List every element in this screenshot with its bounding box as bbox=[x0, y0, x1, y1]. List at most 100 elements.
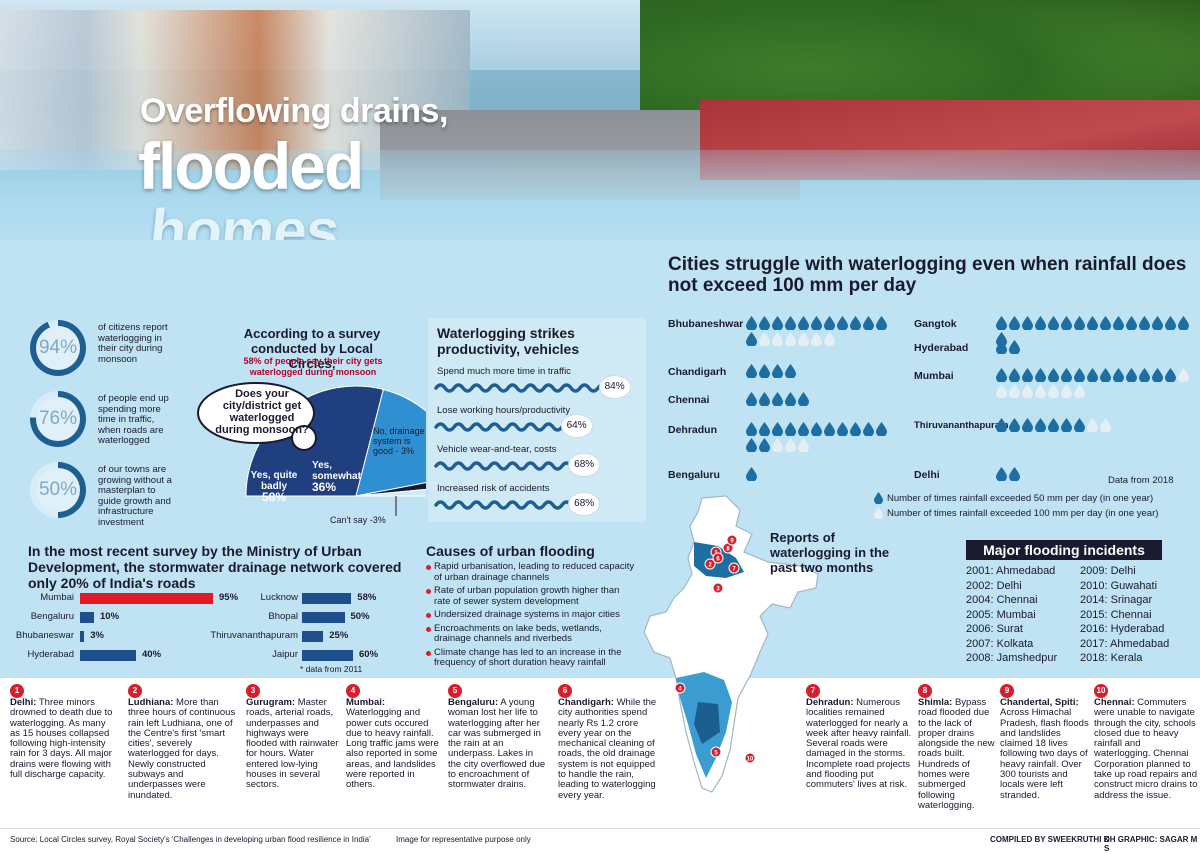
drainage-bar bbox=[80, 612, 94, 623]
drop-shape bbox=[759, 316, 770, 330]
drop-50mm-icon bbox=[772, 316, 783, 330]
drop-100mm-icon bbox=[1022, 384, 1033, 398]
drop-50mm-icon bbox=[785, 316, 796, 330]
wave-line bbox=[434, 461, 582, 471]
drop-shape bbox=[1061, 418, 1072, 432]
drop-shape bbox=[1126, 316, 1137, 330]
incidents-panel bbox=[0, 678, 1200, 828]
map-marker-label: 2 bbox=[708, 563, 712, 569]
productivity-label: Spend much more time in traffic bbox=[437, 366, 571, 377]
drainage-bar bbox=[80, 631, 85, 642]
drop-shape bbox=[798, 332, 809, 346]
incident-city: Dehradun: bbox=[806, 697, 854, 708]
productivity-label: Increased risk of accidents bbox=[437, 483, 550, 494]
drop-shape bbox=[1035, 316, 1046, 330]
productivity-percent: 84% bbox=[599, 376, 630, 398]
drainage-bar bbox=[80, 593, 213, 604]
drop-shape bbox=[811, 422, 822, 436]
slice-badly-pct: 58% bbox=[261, 490, 287, 504]
drop-shape bbox=[759, 392, 770, 406]
headline-line2: flooded bbox=[138, 129, 364, 203]
drop-shape bbox=[746, 422, 757, 436]
incident-text: Three minors drowned to death due to wat… bbox=[10, 697, 113, 781]
drop-50mm-icon bbox=[1165, 316, 1176, 330]
rainfall-drops bbox=[746, 467, 894, 481]
drop-100mm-icon bbox=[1061, 384, 1072, 398]
drop-shape bbox=[1061, 384, 1072, 398]
drop-50mm-icon bbox=[1061, 316, 1072, 330]
stat-ring-inner bbox=[36, 326, 80, 370]
rainfall-drops bbox=[996, 467, 1192, 481]
rainfall-title: Cities struggle with waterlogging even w… bbox=[668, 254, 1187, 296]
india-map: 12345678910 bbox=[643, 495, 819, 793]
drop-50mm-icon bbox=[1035, 316, 1046, 330]
drop-100mm-icon bbox=[824, 332, 835, 346]
drop-100mm-icon bbox=[798, 438, 809, 452]
drop-shape bbox=[1048, 384, 1059, 398]
map-title: Reports of waterlogging in the past two … bbox=[770, 530, 890, 575]
map-marker-label: 9 bbox=[730, 539, 734, 545]
drop-100mm-icon bbox=[759, 332, 770, 346]
flood-incident-entry: 2005: Mumbai bbox=[966, 608, 1036, 621]
drop-shape bbox=[996, 316, 1007, 330]
productivity-percent: 68% bbox=[569, 493, 600, 515]
footer: Source: Local Circles survey, Royal Soci… bbox=[0, 828, 1200, 854]
drop-50mm-icon bbox=[1074, 316, 1085, 330]
drop-shape bbox=[850, 422, 861, 436]
incident-number-badge: 3 bbox=[246, 684, 260, 698]
incident-text: Commuters were unable to navigate throug… bbox=[1094, 697, 1198, 801]
productivity-percent: 68% bbox=[569, 454, 600, 476]
drop-50mm-icon bbox=[798, 392, 809, 406]
incident-city: Bengaluru: bbox=[448, 697, 499, 708]
survey-subtitle: 58% of people say their city gets waterl… bbox=[243, 356, 383, 377]
cloud-bubble bbox=[291, 425, 317, 451]
drop-light-icon bbox=[874, 507, 883, 519]
drop-shape bbox=[798, 422, 809, 436]
drop-shape bbox=[1009, 384, 1020, 398]
drop-100mm-icon bbox=[798, 332, 809, 346]
incident-item: 8 Shimla: Bypass road flooded due to the … bbox=[918, 684, 998, 811]
drop-shape bbox=[1087, 316, 1098, 330]
slice-somewhat-text: Yes, somewhat bbox=[312, 460, 361, 482]
drop-50mm-icon bbox=[785, 392, 796, 406]
map-marker-label: 4 bbox=[678, 687, 682, 693]
drop-50mm-icon bbox=[811, 316, 822, 330]
stat-ring-inner bbox=[36, 468, 80, 512]
drop-shape bbox=[798, 392, 809, 406]
drop-shape bbox=[1074, 384, 1085, 398]
rainfall-drops bbox=[746, 422, 894, 452]
drop-100mm-icon bbox=[1178, 368, 1189, 382]
drop-shape bbox=[1074, 368, 1085, 382]
drop-50mm-icon bbox=[1035, 368, 1046, 382]
drop-50mm-icon bbox=[996, 418, 1007, 432]
drop-50mm-icon bbox=[772, 392, 783, 406]
major-floods-right: 2009: Delhi 2010: Guwahati 2014: Srinagar 2… bbox=[1080, 564, 1169, 666]
drop-50mm-icon bbox=[996, 467, 1007, 481]
incident-number-badge: 4 bbox=[346, 684, 360, 698]
major-floods-left: 2001: Ahmedabad 2002: Delhi 2004: Chennai 2… bbox=[966, 564, 1057, 666]
stat-ring bbox=[30, 320, 86, 376]
footer-image-note: Image for representative purpose only bbox=[396, 835, 531, 844]
drop-shape bbox=[996, 467, 1007, 481]
productivity-panel bbox=[428, 318, 646, 522]
drop-shape bbox=[759, 364, 770, 378]
drop-50mm-icon bbox=[798, 422, 809, 436]
drainage-city: Thiruvananthapuram bbox=[210, 630, 298, 641]
flood-incident-entry: 2016: Hyderabad bbox=[1080, 623, 1165, 635]
rainfall-city: Mumbai bbox=[914, 370, 954, 382]
legend-100: Number of times rainfall exceeded 100 mm… bbox=[874, 507, 1158, 519]
drop-50mm-icon bbox=[1178, 316, 1189, 330]
pie-slice bbox=[355, 482, 426, 497]
cause-item: Climate change has led to an increase in… bbox=[426, 647, 636, 669]
incident-item: 5 Bengaluru: A young woman lost her life … bbox=[448, 684, 548, 791]
flood-incident-entry: 2008: Jamshedpur bbox=[966, 652, 1058, 664]
drop-50mm-icon bbox=[1048, 418, 1059, 432]
drop-100mm-icon bbox=[785, 438, 796, 452]
incident-item: 3 Gurugram: Master roads, arterial roads,… bbox=[246, 684, 340, 791]
stat-percent: 76% bbox=[38, 408, 78, 429]
drop-100mm-icon bbox=[785, 332, 796, 346]
drop-shape bbox=[1022, 418, 1033, 432]
drop-shape bbox=[811, 332, 822, 346]
drop-50mm-icon bbox=[1022, 316, 1033, 330]
drop-50mm-icon bbox=[1100, 368, 1111, 382]
